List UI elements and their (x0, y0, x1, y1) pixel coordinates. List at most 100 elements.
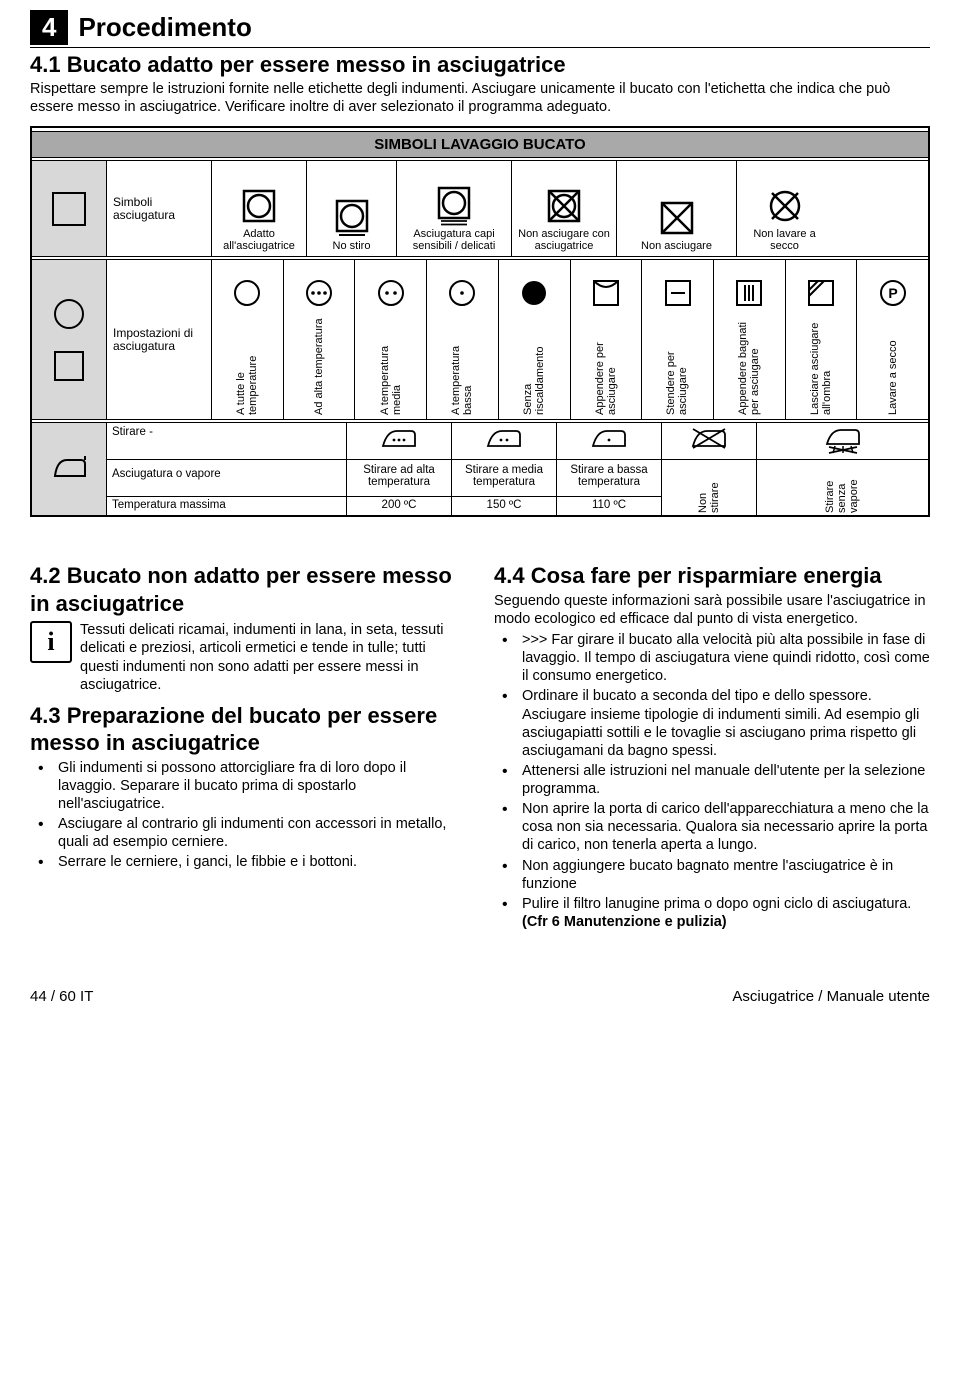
cell-text: Asciugatura capi sensibili / delicati (401, 228, 507, 252)
heading-4-3: 4.3 Preparazione del bucato per essere m… (30, 702, 466, 757)
temp-massima: Temperatura massima (107, 496, 346, 513)
stirare-senza-vapore-label: Stirare senza vapore (824, 463, 860, 513)
section-header: 4 Procedimento (30, 10, 930, 45)
left-column: 4.2 Bucato non adatto per essere messo i… (30, 562, 466, 933)
asciug-vapore: Asciugatura o vapore (112, 468, 341, 480)
cell-ombra: Lasciare asciugare all'ombra (786, 260, 858, 419)
cell-text: Non asciugare con asciugatrice (516, 228, 612, 252)
right-column: 4.4 Cosa fare per risparmiare energia Se… (494, 562, 930, 933)
section-number: 4 (30, 10, 68, 45)
circle-outline-icon (52, 297, 86, 331)
list-4-4: >>> Far girare il bucato alla velocità p… (494, 631, 930, 931)
cell-media-temp: A temperatura media (355, 260, 427, 419)
cell-text: Non asciugare (641, 240, 712, 252)
info-text: Tessuti delicati ricamai, indumenti in l… (80, 621, 466, 694)
cell-lavare-secco: P Lavare a secco (857, 260, 928, 419)
list-item: Ordinare il bucato a seconda del tipo e … (494, 687, 930, 760)
cell-text: Non lavare a secco (741, 228, 828, 252)
iron-high-label: Stirare ad alta temperatura (352, 464, 446, 488)
temp-110: 110 ºC (557, 496, 661, 513)
vlabel: Ad alta temperatura (313, 315, 325, 415)
circle-3dots-icon (304, 278, 334, 308)
cell-non-asciug-con: Non asciugare con asciugatrice (512, 161, 617, 256)
temp-200: 200 ºC (347, 496, 451, 513)
heading-4-4: 4.4 Cosa fare per risparmiare energia (494, 562, 930, 590)
list-item: >>> Far girare il bucato alla velocità p… (494, 631, 930, 685)
cell-bassa-temp: A temperatura bassa (427, 260, 499, 419)
list-item: Non aggiungere bucato bagnato mentre l'a… (494, 857, 930, 893)
circle-1dot-icon (447, 278, 477, 308)
iron-1dot-icon (589, 426, 629, 450)
intro-4-4: Seguendo queste informazioni sarà possib… (494, 592, 930, 628)
flat-dry-icon (663, 278, 693, 308)
cell-sensibili: Asciugatura capi sensibili / delicati (397, 161, 512, 256)
no-tumble-dry-icon (547, 189, 581, 223)
iron-low-label: Stirare a bassa temperatura (562, 464, 656, 488)
cell-senza-risc: Senza riscaldamento (499, 260, 571, 419)
shade-dry-icon (806, 278, 836, 308)
vlabel: A tutte le temperature (235, 315, 259, 415)
page-footer: 44 / 60 IT Asciugatrice / Manuale utente (30, 988, 930, 1005)
info-box: i Tessuti delicati ricamai, indumenti in… (30, 621, 466, 694)
cell-text: No stiro (333, 240, 371, 252)
vlabel: Lavare a secco (887, 315, 899, 415)
row2-leftcell (32, 260, 107, 419)
iron-2dots-icon (484, 426, 524, 450)
table-row-2: Impostazioni di asciugatura A tutte le t… (32, 259, 928, 419)
dry-clean-p-icon: P (878, 278, 908, 308)
vlabel: Lasciare asciugare all'ombra (809, 315, 833, 415)
no-steam-iron-icon (823, 426, 863, 456)
vlabel: Appendere per asciugare (594, 315, 618, 415)
no-iron-icon (689, 426, 729, 450)
cell-non-asciugare: Non asciugare (617, 161, 737, 256)
heading-4-1: 4.1 Bucato adatto per essere messo in as… (30, 52, 930, 78)
table-row-1: Simboli asciugatura Adatto all'asciugatr… (32, 160, 928, 256)
no-dry-clean-icon (768, 189, 802, 223)
cell-alta-temp: Ad alta temperatura (284, 260, 356, 419)
table-row-3: Stirare - Asciu (32, 422, 928, 515)
drip-dry-icon (734, 278, 764, 308)
row3-subtable: Stirare - Asciu (107, 423, 928, 515)
list-4-3: Gli indumenti si possono attorcigliare f… (30, 759, 466, 872)
list-item: Asciugare al contrario gli indumenti con… (30, 815, 466, 851)
table-title: SIMBOLI LAVAGGIO BUCATO (32, 131, 928, 157)
row2-label: Impostazioni di asciugatura (107, 260, 212, 419)
iron-3dots-icon (379, 426, 419, 450)
circle-icon (232, 278, 262, 308)
square-outline-icon (52, 349, 86, 383)
cell-appendere: Appendere per asciugare (571, 260, 643, 419)
list-item: Pulire il filtro lanugine prima o dopo o… (494, 895, 930, 931)
cell-nostiro: No stiro (307, 161, 397, 256)
section-title: Procedimento (68, 10, 261, 45)
manual-title: Asciugatrice / Manuale utente (732, 988, 930, 1005)
temp-150: 150 ºC (452, 496, 556, 513)
cell-stendere: Stendere per asciugare (642, 260, 714, 419)
body-columns: 4.2 Bucato non adatto per essere messo i… (30, 562, 930, 933)
hang-dry-icon (591, 278, 621, 308)
iron-med-label: Stirare a media temperatura (457, 464, 551, 488)
iron-icon (47, 454, 91, 484)
laundry-symbols-table: SIMBOLI LAVAGGIO BUCATO Simboli asciugat… (30, 126, 930, 517)
vlabel: Senza riscaldamento (522, 315, 546, 415)
cell-appendere-bagnati: Appendere bagnati per asciugare (714, 260, 786, 419)
svg-text:P: P (888, 285, 897, 301)
cell-text: Adatto all'asciugatrice (216, 228, 302, 252)
heading-4-2: 4.2 Bucato non adatto per essere messo i… (30, 562, 466, 617)
row1-leftcell (32, 161, 107, 256)
vlabel: A temperatura bassa (450, 315, 474, 415)
vlabel: Stendere per asciugare (665, 315, 689, 415)
list-item: Serrare le cerniere, i ganci, le fibbie … (30, 853, 466, 871)
intro-4-1: Rispettare sempre le istruzioni fornite … (30, 80, 930, 116)
vlabel: A temperatura media (379, 315, 403, 415)
row3-leftcell (32, 423, 107, 515)
row1-label: Simboli asciugatura (107, 161, 212, 256)
cell-non-lavare-secco: Non lavare a secco (737, 161, 832, 256)
list-item: Non aprire la porta di carico dell'appar… (494, 800, 930, 854)
circle-filled-icon (519, 278, 549, 308)
stirare-label: Stirare - (107, 423, 347, 459)
non-stirare-label: Non stirare (697, 463, 721, 513)
tumble-dry-double-underline-icon (437, 186, 471, 226)
page-number: 44 / 60 IT (30, 988, 93, 1005)
cell-tutte-temp: A tutte le temperature (212, 260, 284, 419)
cell-adatto: Adatto all'asciugatrice (212, 161, 307, 256)
